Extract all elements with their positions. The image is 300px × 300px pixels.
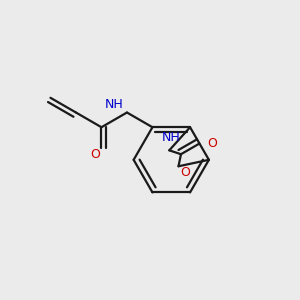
- Text: O: O: [180, 166, 190, 179]
- Text: NH: NH: [161, 131, 180, 144]
- Text: NH: NH: [105, 98, 124, 111]
- Text: O: O: [91, 148, 100, 161]
- Text: O: O: [208, 137, 218, 150]
